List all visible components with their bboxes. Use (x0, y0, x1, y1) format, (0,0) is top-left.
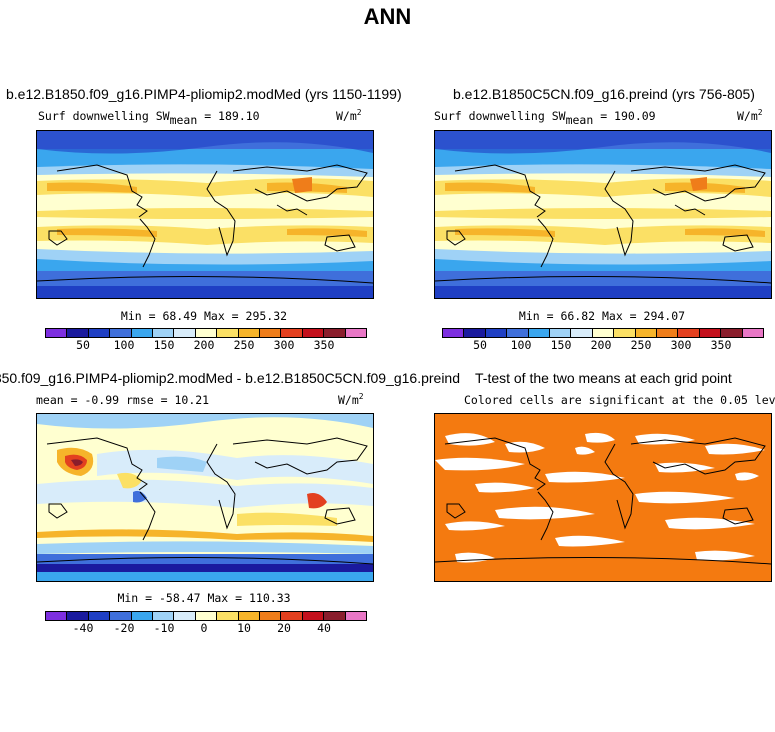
subtitle-top-right: Surf downwelling SWmean = 190.09 (434, 109, 656, 127)
subtitle-top-left: Surf downwelling SWmean = 189.10 (38, 109, 260, 127)
stats-bottom-left: mean = -0.99 rmse = 10.21 (36, 393, 210, 407)
colorbar-top-right (442, 328, 764, 338)
map-field-significance (435, 414, 771, 581)
tick-label: 50 (76, 338, 90, 352)
colorbar-ticks-top-right: 50 100 150 200 250 300 350 (442, 338, 762, 354)
panel-title-top-left: b.e12.B1850.f09_g16.PIMP4-pliomip2.modMe… (6, 86, 402, 102)
tick-label: -10 (153, 621, 175, 635)
tick-label: 40 (317, 621, 331, 635)
colorbar-ticks-top-left: 50 100 150 200 250 300 350 (45, 338, 365, 354)
units-text: W/m (336, 108, 357, 123)
units-top-left: W/m2 (336, 108, 362, 123)
subtitle-value: = 190.09 (600, 109, 656, 123)
subtitle-subscript: mean (169, 113, 198, 127)
tick-label: 0 (200, 621, 208, 635)
units-bottom-left: W/m2 (338, 392, 364, 407)
panel-title-top-right: b.e12.B1850C5CN.f09_g16.preind (yrs 756-… (453, 86, 755, 102)
tick-label: 20 (277, 621, 291, 635)
tick-label: -40 (72, 621, 94, 635)
tick-label: 250 (233, 338, 255, 352)
colorbar-bottom-left (45, 611, 367, 621)
units-text: W/m (338, 392, 359, 407)
tick-label: 200 (590, 338, 612, 352)
tick-label: 250 (630, 338, 652, 352)
map-bottom-right (434, 413, 772, 582)
tick-label: 350 (313, 338, 335, 352)
panel-title-bottom-left: 850.f09_g16.PIMP4-pliomip2.modMed - b.e1… (0, 370, 460, 386)
units-exponent: 2 (757, 108, 763, 117)
tick-label: 300 (273, 338, 295, 352)
panel-title-bottom-right: T-test of the two means at each grid poi… (475, 370, 732, 386)
minmax-top-right: Min = 66.82 Max = 294.07 (518, 309, 686, 323)
tick-label: 350 (710, 338, 732, 352)
map-field-abs (37, 131, 373, 298)
subtitle-label: Surf downwelling SW (38, 109, 170, 123)
tick-label: 100 (113, 338, 135, 352)
tick-label: 150 (153, 338, 175, 352)
subtitle-bottom-right: Colored cells are significant at the 0.0… (464, 393, 775, 407)
map-field-diff (37, 414, 373, 581)
panel-title-text: 850.f09_g16.PIMP4-pliomip2.modMed - b.e1… (0, 370, 460, 386)
map-top-right (434, 130, 772, 299)
map-top-left (36, 130, 374, 299)
colorbar-ticks-bottom-left: -40 -20 -10 0 10 20 40 (45, 621, 365, 637)
subtitle-label: Surf downwelling SW (434, 109, 566, 123)
units-exponent: 2 (358, 392, 364, 401)
tick-label: 100 (510, 338, 532, 352)
subtitle-value: = 189.10 (204, 109, 260, 123)
tick-label: 10 (237, 621, 251, 635)
units-exponent: 2 (356, 108, 362, 117)
units-text: W/m (737, 108, 758, 123)
tick-label: -20 (113, 621, 135, 635)
minmax-top-left: Min = 68.49 Max = 295.32 (120, 309, 288, 323)
tick-label: 50 (473, 338, 487, 352)
tick-label: 150 (550, 338, 572, 352)
units-top-right: W/m2 (737, 108, 763, 123)
tick-label: 300 (670, 338, 692, 352)
map-bottom-left (36, 413, 374, 582)
colorbar-top-left (45, 328, 367, 338)
tick-label: 200 (193, 338, 215, 352)
subtitle-subscript: mean (565, 113, 594, 127)
map-field-abs (435, 131, 771, 298)
minmax-bottom-left: Min = -58.47 Max = 110.33 (117, 591, 291, 605)
figure-title: ANN (363, 4, 412, 29)
